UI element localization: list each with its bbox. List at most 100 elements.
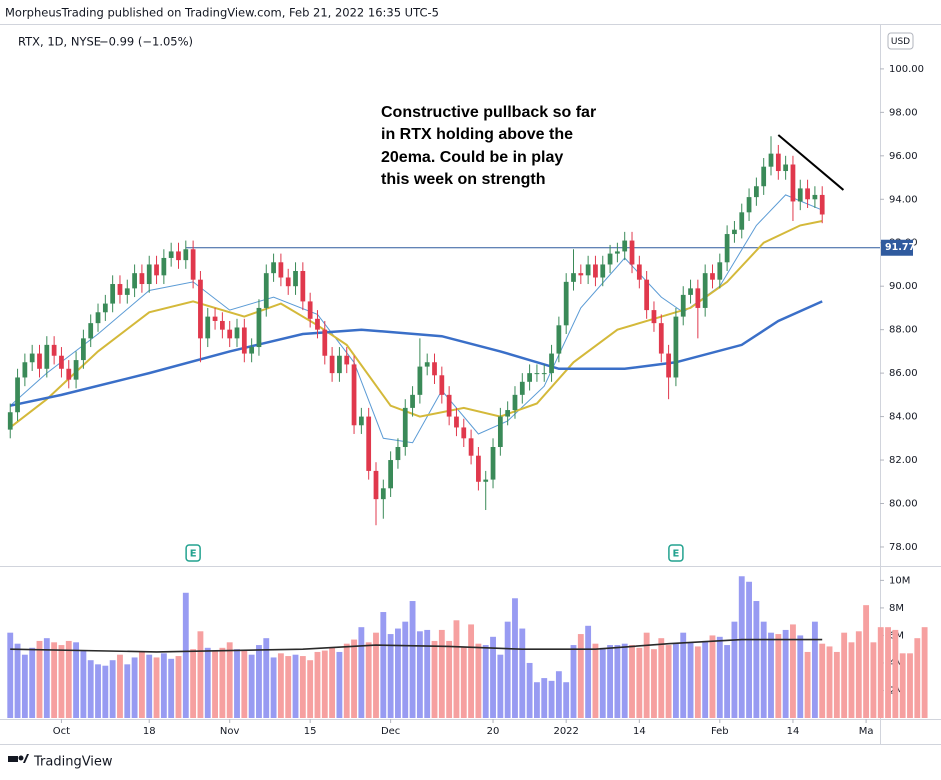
volume-bar — [592, 643, 599, 718]
volume-bar — [585, 625, 592, 718]
candle-body — [59, 355, 64, 369]
candle-body — [102, 303, 108, 313]
candle-body — [695, 288, 701, 308]
volume-bar — [738, 576, 745, 718]
candle-body — [322, 329, 328, 356]
volume-bar — [58, 645, 65, 718]
volume-bar — [248, 654, 255, 718]
volume-bar — [51, 642, 58, 718]
volume-bar — [21, 654, 28, 718]
line — [9, 220, 823, 429]
volume-bar — [797, 635, 804, 718]
volume-bar — [658, 638, 665, 718]
volume-bar — [687, 642, 694, 718]
y-tick-label: 98.00 — [889, 107, 918, 118]
candle-body — [439, 375, 445, 395]
candle-body — [724, 234, 730, 263]
candle-body — [388, 460, 394, 489]
candle-body — [622, 240, 628, 252]
volume-bar — [453, 620, 460, 718]
candle-body — [732, 229, 737, 235]
volume-bar — [724, 645, 731, 718]
volume-bar — [651, 649, 657, 718]
volume-bar — [607, 645, 614, 718]
candle-body — [563, 281, 569, 326]
volume-bar — [643, 632, 650, 718]
candle-body — [95, 312, 101, 324]
x-tick-label: Nov — [220, 726, 240, 737]
level-label: 91.77 — [885, 242, 915, 253]
candle-body — [285, 277, 291, 287]
volume-bar — [131, 657, 138, 718]
candle-body — [212, 316, 218, 321]
candle-body — [300, 270, 306, 302]
volume-bar — [790, 624, 796, 718]
volume-bar — [629, 645, 635, 718]
candle-body — [424, 362, 430, 367]
candle-body — [541, 373, 547, 375]
volume-bar — [680, 632, 687, 718]
candle-body — [483, 479, 489, 482]
y-tick-label: 96.00 — [889, 151, 918, 162]
volume-bar — [138, 651, 145, 718]
volume-bar — [746, 581, 752, 718]
volume-bar — [380, 612, 387, 718]
candle-body — [395, 447, 401, 461]
candle-body — [600, 264, 606, 278]
x-tick-label: Ma — [859, 726, 874, 737]
x-tick-label: 20 — [487, 726, 500, 737]
volume-bar — [358, 627, 365, 718]
volume-bar — [753, 601, 760, 718]
annotation: Constructive pullback so far — [381, 104, 596, 121]
volume-bar — [314, 651, 321, 718]
candle-body — [380, 488, 386, 500]
candle-body — [29, 353, 35, 363]
volume-bar — [533, 682, 540, 718]
candle-body — [717, 262, 723, 280]
volume-bar — [270, 657, 277, 718]
volume-bar — [497, 654, 504, 718]
candle-body — [271, 262, 276, 274]
volume-bar — [482, 645, 489, 718]
volume-bar — [855, 631, 862, 718]
volume-bar — [570, 645, 577, 718]
candle-body — [351, 364, 357, 426]
footer: TradingView — [33, 755, 113, 770]
volume-bar — [877, 627, 884, 718]
trendline — [777, 134, 845, 191]
candle-body — [154, 264, 159, 276]
volume-bar — [826, 646, 833, 718]
candle-body — [88, 323, 94, 339]
volume-bar — [226, 642, 233, 718]
volume-bar — [636, 647, 643, 718]
candle-body — [139, 273, 145, 285]
x-tick-label: 18 — [143, 726, 156, 737]
candle-body — [234, 327, 240, 339]
candle-body — [132, 273, 137, 289]
candle-body — [22, 362, 28, 378]
candle-body — [753, 186, 759, 198]
candle-body — [15, 377, 20, 413]
candle-body — [775, 153, 781, 172]
candle-body — [307, 301, 313, 319]
volume-bar — [768, 632, 774, 718]
volume-bar — [416, 631, 423, 718]
y-tick-label: 88.00 — [889, 325, 918, 336]
volume-bar — [716, 636, 723, 718]
candle-body — [688, 288, 693, 295]
volume-bar — [446, 640, 453, 718]
candle-body — [534, 373, 540, 375]
volume-bar — [614, 645, 621, 718]
candle-body — [358, 416, 364, 426]
candle-body — [454, 416, 459, 428]
candle-body — [819, 194, 825, 215]
volume-bar — [73, 642, 80, 718]
candle-body — [446, 394, 452, 417]
candle-body — [373, 470, 379, 500]
volume-bar — [43, 638, 50, 718]
volume-bar — [336, 651, 343, 718]
volume-bar — [182, 592, 189, 718]
candle-body — [549, 353, 554, 374]
candle-body — [249, 347, 255, 354]
